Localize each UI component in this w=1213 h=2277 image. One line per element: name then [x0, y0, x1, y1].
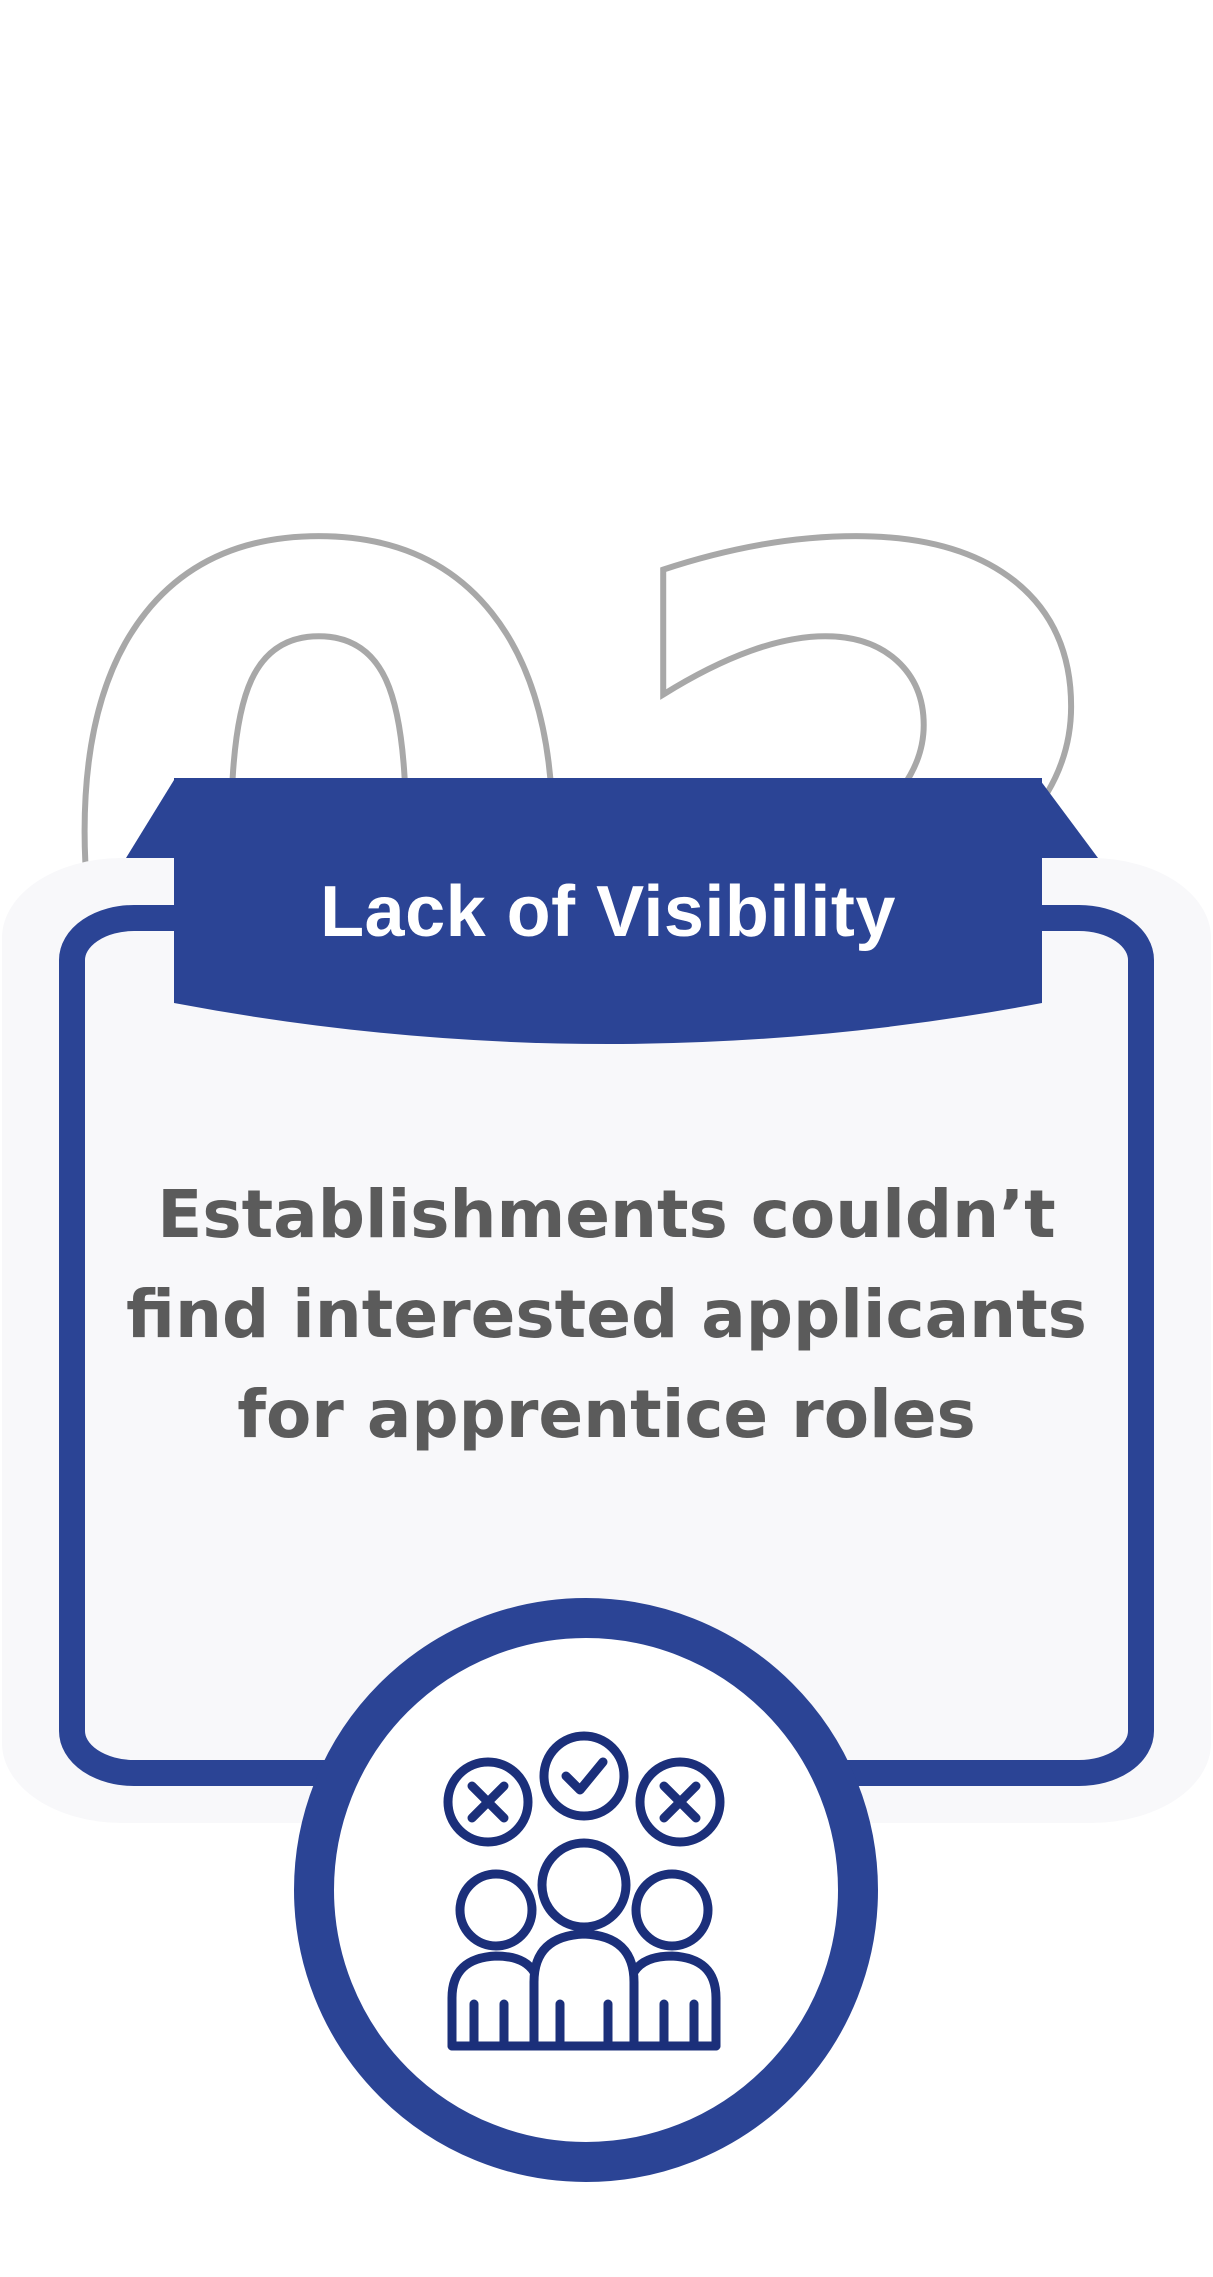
ribbon-left-fold [126, 780, 174, 858]
ribbon-right-fold [1040, 780, 1098, 858]
title-ribbon: Lack of Visibility [126, 778, 1098, 1044]
card-title: Lack of Visibility [320, 872, 896, 952]
group-candidates-icon [443, 1731, 725, 2051]
person-center-body [529, 1929, 639, 2051]
person-right-body [629, 1951, 721, 2051]
approve-badge-icon [539, 1731, 629, 1821]
person-left-head [455, 1869, 537, 1951]
card-background [2, 858, 1211, 1823]
reject-badge-right-icon [635, 1757, 725, 1847]
ribbon-body [174, 778, 1042, 1044]
icon-circle [294, 1598, 878, 2182]
card-description: Establishments couldn’t find interested … [126, 1176, 1087, 1453]
person-center-head [537, 1838, 631, 1932]
person-left-body [447, 1951, 539, 2051]
reject-badge-left-icon [443, 1757, 533, 1847]
icon-badge [294, 1598, 878, 2182]
person-right-head [631, 1869, 713, 1951]
